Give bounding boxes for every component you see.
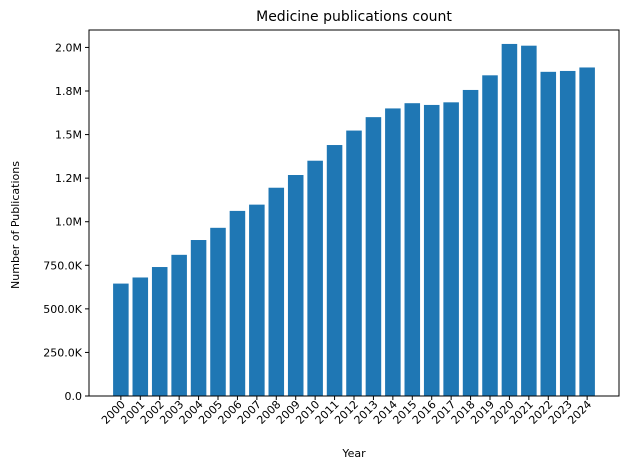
chart-title: Medicine publications count	[256, 9, 452, 25]
bar-2003	[171, 254, 187, 396]
bar-2024	[579, 67, 595, 396]
bar-2000	[113, 283, 129, 396]
bar-2016	[423, 104, 440, 396]
y-tick-label: 250.0K	[43, 346, 82, 359]
bar-2009	[287, 175, 304, 396]
bar-2002	[151, 267, 168, 396]
bar-2007	[249, 204, 265, 396]
y-axis-label: Number of Publications	[9, 161, 22, 289]
y-tick-label: 1.5M	[55, 129, 82, 142]
bar-2021	[521, 45, 537, 396]
y-tick-label: 1.8M	[55, 85, 82, 98]
bar-2005	[210, 227, 226, 396]
bar-2020	[501, 43, 518, 396]
bar-2013	[365, 117, 382, 397]
bar-2019	[482, 75, 498, 397]
y-tick-label: 750.0K	[43, 259, 82, 272]
bar-2011	[326, 145, 343, 396]
x-axis: 2000200120022003200420052006200720082009…	[99, 396, 594, 427]
bar-2015	[404, 103, 421, 396]
bar-2023	[559, 70, 576, 396]
y-tick-label: 1.2M	[55, 172, 82, 185]
bar-2004	[190, 240, 207, 396]
bar-2017	[443, 102, 459, 396]
bar-2010	[307, 160, 323, 396]
bar-2014	[385, 108, 401, 396]
y-tick-label: 0.0	[65, 390, 83, 403]
bars-group	[113, 43, 595, 397]
plot-frame	[88, 29, 620, 397]
bar-2012	[346, 130, 362, 396]
bar-2001	[132, 277, 149, 396]
bar-2008	[268, 187, 285, 396]
bar-2022	[540, 71, 557, 396]
bar-2018	[462, 89, 479, 396]
y-tick-label: 1.0M	[55, 216, 82, 229]
y-axis: 0.0 250.0K 500.0K 750.0K 1.0M 1.2M 1.5M 1.8M 2.0…	[43, 41, 89, 403]
x-axis-label: Year	[341, 447, 366, 460]
y-tick-label: 2.0M	[55, 41, 82, 54]
y-tick-label: 500.0K	[43, 303, 82, 316]
bar-2006	[229, 210, 246, 396]
